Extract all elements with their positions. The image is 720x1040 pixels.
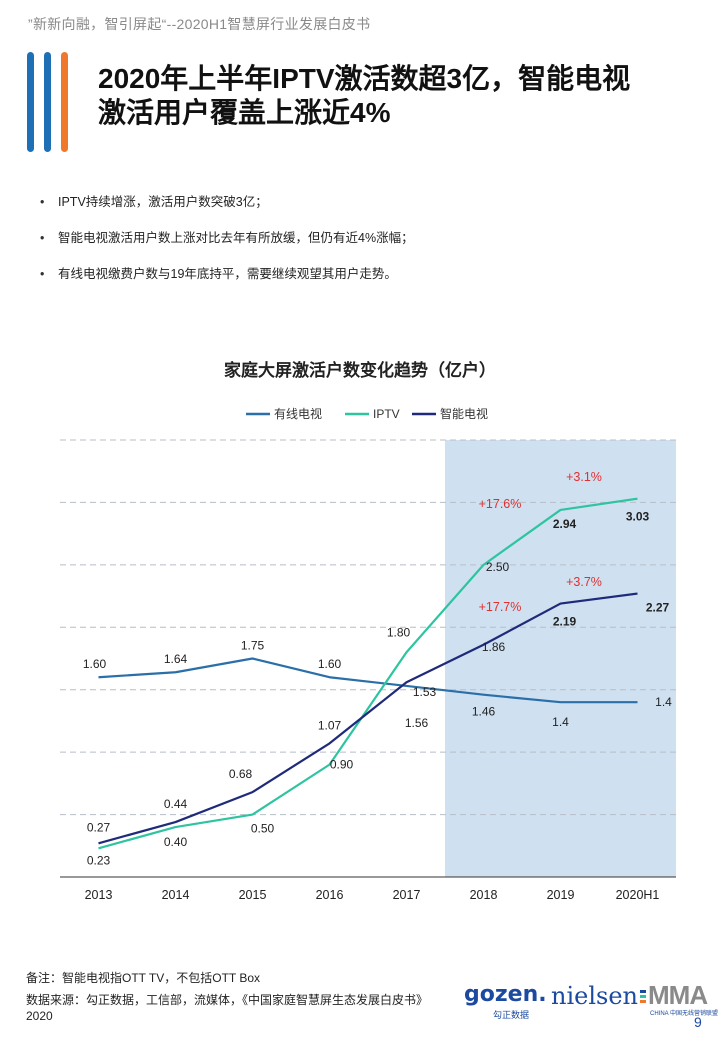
- series-line: [98, 497, 638, 850]
- data-label: 2.50: [486, 560, 510, 574]
- mma-logo-bar: [640, 1000, 646, 1003]
- data-label: 0.90: [330, 758, 354, 772]
- growth-annotation: +3.1%: [566, 470, 602, 484]
- data-label: 3.03: [626, 510, 650, 524]
- data-label: 1.4: [552, 715, 569, 729]
- footer-note: 备注：智能电视指OTT TV，不包括OTT Box: [26, 971, 261, 985]
- title-line-2: 激活用户覆盖上涨近4%: [98, 97, 391, 128]
- x-tick-label: 2020H1: [616, 888, 660, 902]
- decor-bar-orange: [61, 52, 68, 152]
- gozen-logo-sub: 勾正数据: [493, 1010, 530, 1020]
- data-label: 0.27: [87, 820, 111, 834]
- growth-annotation: +17.7%: [479, 600, 522, 614]
- data-label: 1.46: [472, 705, 496, 719]
- data-label: 2.94: [553, 517, 577, 531]
- data-label: 1.07: [318, 718, 342, 732]
- data-label: 0.44: [164, 797, 188, 811]
- data-label: 0.68: [229, 767, 253, 781]
- bullet-item: 有线电视缴费户数与19年底持平，需要继续观望其用户走势。: [40, 267, 414, 281]
- footer-source: 数据来源：勾正数据，工信部，流媒体，《中国家庭智慧屏生态发展白皮书》2020: [26, 993, 429, 1023]
- data-label: 1.64: [164, 652, 188, 666]
- data-label: 1.4: [655, 695, 672, 709]
- data-label: 1.53: [413, 685, 437, 699]
- x-tick-label: 2018: [470, 888, 498, 902]
- mma-logo-bar: [640, 990, 646, 993]
- header-note: ”新新向融，智引屏起“--2020H1智慧屏行业发展白皮书: [28, 16, 371, 32]
- decor-bar-blue-1: [27, 52, 34, 152]
- x-tick-label: 2014: [162, 888, 190, 902]
- mma-logo: MMA: [648, 980, 708, 1010]
- x-tick-label: 2017: [393, 888, 421, 902]
- page-number: 9: [694, 1014, 702, 1030]
- x-tick-label: 2019: [547, 888, 575, 902]
- data-label: 0.50: [251, 822, 275, 836]
- series-line: [98, 657, 638, 704]
- x-tick-label: 2015: [239, 888, 267, 902]
- highlight-region: [445, 440, 676, 877]
- growth-annotation: +17.6%: [479, 497, 522, 511]
- data-label: 1.80: [387, 625, 411, 639]
- data-label: 1.75: [241, 639, 265, 653]
- data-label: 0.40: [164, 835, 188, 849]
- nielsen-logo: nielsen: [551, 982, 638, 1010]
- title-line-1: 2020年上半年IPTV激活数超3亿，智能电视: [98, 63, 631, 94]
- bullet-item: IPTV持续增涨，激活用户数突破3亿；: [40, 195, 414, 209]
- data-label: 1.60: [83, 657, 107, 671]
- series-line: [98, 592, 638, 845]
- legend-label: 有线电视: [274, 406, 322, 421]
- page-title: 2020年上半年IPTV激活数超3亿，智能电视 激活用户覆盖上涨近4%: [98, 62, 630, 130]
- growth-annotation: +3.7%: [566, 575, 602, 589]
- bullet-item: 智能电视激活用户数上涨对比去年有所放缓，但仍有近4%涨幅；: [40, 231, 414, 245]
- data-label: 0.23: [87, 853, 111, 867]
- gozen-logo: gozen.: [464, 982, 547, 1007]
- mma-logo-bar: [640, 995, 646, 998]
- data-label: 2.19: [553, 615, 577, 629]
- chart-title: 家庭大屏激活户数变化趋势（亿户）: [224, 361, 496, 380]
- data-label: 1.86: [482, 640, 506, 654]
- data-label: 1.60: [318, 657, 342, 671]
- decor-bar-blue-2: [44, 52, 51, 152]
- data-label: 1.56: [405, 716, 429, 730]
- x-tick-label: 2013: [85, 888, 113, 902]
- mma-logo-sub: CHINA 中国无线营销联盟: [650, 1011, 719, 1017]
- legend-label: 智能电视: [440, 406, 488, 421]
- x-tick-label: 2016: [316, 888, 344, 902]
- legend-label: IPTV: [373, 407, 400, 421]
- bullet-list: IPTV持续增涨，激活用户数突破3亿； 智能电视激活用户数上涨对比去年有所放缓，…: [40, 195, 414, 303]
- data-label: 2.27: [646, 601, 670, 615]
